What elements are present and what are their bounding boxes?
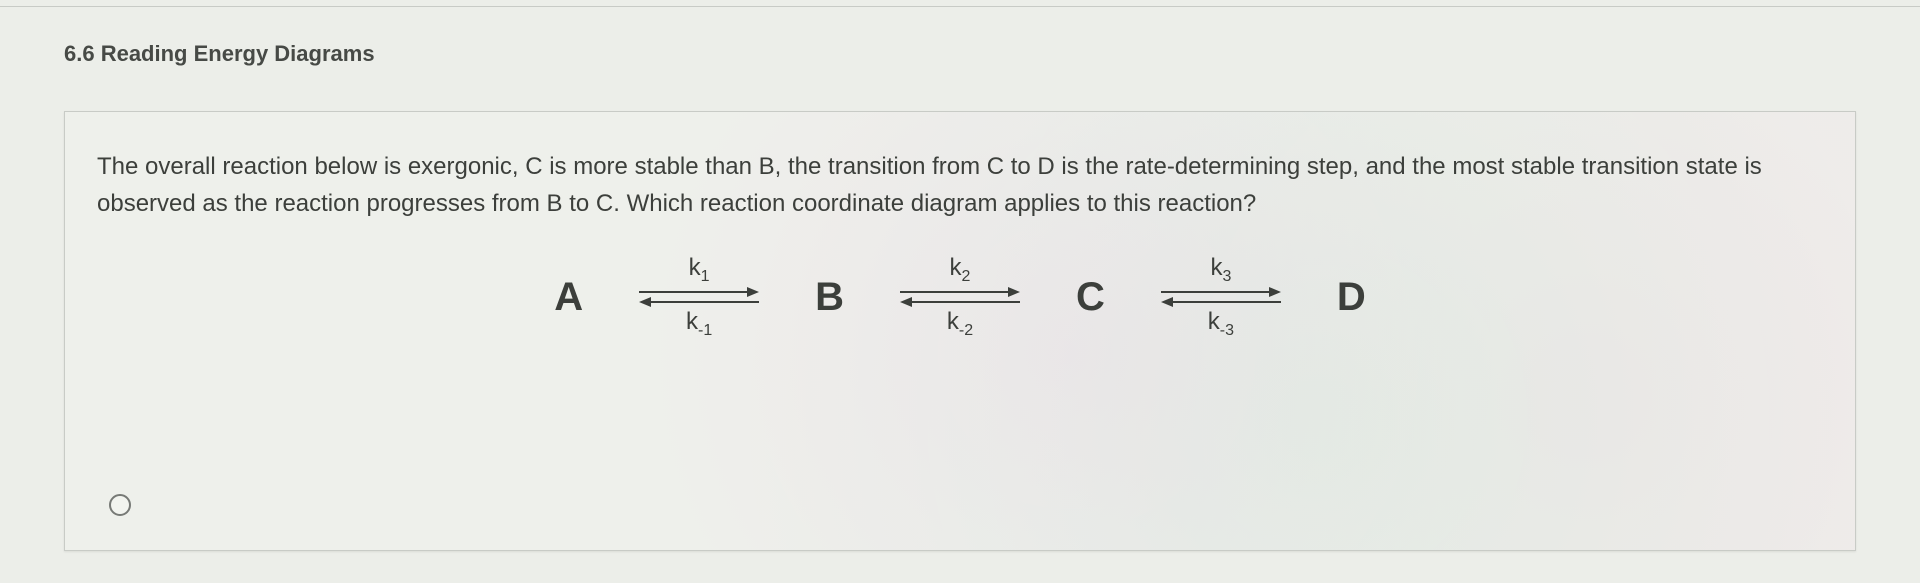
forward-arrow-icon xyxy=(900,288,1020,296)
forward-arrow-icon xyxy=(1161,288,1281,296)
top-divider xyxy=(0,6,1920,7)
equilibrium-arrows-icon xyxy=(1151,288,1291,306)
reverse-rate-k-3: k-3 xyxy=(1208,308,1234,340)
forward-rate-k1: k1 xyxy=(689,254,710,286)
forward-arrow-icon xyxy=(639,288,759,296)
question-box: The overall reaction below is exergonic,… xyxy=(64,111,1856,551)
reaction-scheme: A k1 k-1 B k2 k-2 C k3 xyxy=(97,252,1823,342)
species-a: A xyxy=(546,275,591,320)
species-c: C xyxy=(1068,275,1113,320)
forward-rate-k3: k3 xyxy=(1210,254,1231,286)
equilibrium-arrows-icon xyxy=(890,288,1030,306)
equilibrium-step-2: k2 k-2 xyxy=(870,252,1050,342)
reverse-arrow-icon xyxy=(1161,298,1281,306)
reverse-arrow-icon xyxy=(639,298,759,306)
section-title: 6.6 Reading Energy Diagrams xyxy=(0,41,1920,67)
reverse-rate-k-2: k-2 xyxy=(947,308,973,340)
equilibrium-arrows-icon xyxy=(629,288,769,306)
forward-rate-k2: k2 xyxy=(950,254,971,286)
equilibrium-step-1: k1 k-1 xyxy=(609,252,789,342)
question-text: The overall reaction below is exergonic,… xyxy=(97,148,1823,222)
answer-option-radio[interactable] xyxy=(109,494,131,516)
species-b: B xyxy=(807,275,852,320)
page: 6.6 Reading Energy Diagrams The overall … xyxy=(0,0,1920,583)
equilibrium-step-3: k3 k-3 xyxy=(1131,252,1311,342)
reverse-arrow-icon xyxy=(900,298,1020,306)
species-d: D xyxy=(1329,275,1374,320)
reverse-rate-k-1: k-1 xyxy=(686,308,712,340)
